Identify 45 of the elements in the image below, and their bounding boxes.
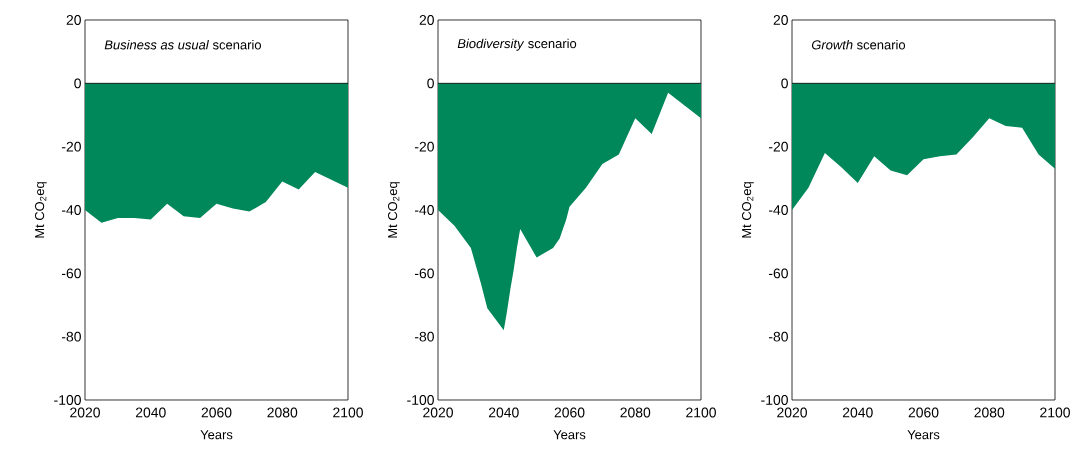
x-tick-label: 2020 [70, 407, 100, 418]
x-tick-label: 2040 [135, 407, 166, 418]
x-tick-label: 2060 [908, 407, 939, 418]
x-tick-label: 2040 [842, 407, 873, 418]
y-tick-label: -20 [768, 141, 788, 152]
y-tick-label: -40 [414, 205, 434, 215]
x-tick-label: 2080 [974, 407, 1005, 418]
x-tick-label: 2100 [686, 407, 716, 418]
y-tick-label: -60 [61, 268, 81, 279]
y-tick-label: 20 [419, 15, 434, 25]
y-tick-label: -80 [61, 331, 81, 342]
y-tick-label: -80 [414, 331, 434, 342]
y-tick-label: 20 [773, 15, 788, 25]
x-tick-label: 2100 [1040, 407, 1070, 418]
x-tick-label: 2020 [777, 407, 807, 418]
x-tick-label: 2020 [423, 407, 453, 418]
y-tick-label: -80 [768, 331, 788, 342]
x-axis-title: Years [200, 430, 233, 440]
y-axis-title: Mt CO$_{2}$eq [742, 182, 754, 238]
y-tick-label: 0 [427, 78, 434, 89]
y-axis-title: Mt CO$_{2}$eq [35, 182, 47, 238]
y-tick-label: 0 [781, 78, 788, 89]
y-tick-label: 20 [66, 15, 81, 25]
x-tick-label: 2060 [201, 407, 232, 418]
x-tick-label: 2040 [488, 407, 519, 418]
x-axis-title: Years [907, 430, 940, 440]
y-tick-label: -20 [61, 141, 81, 152]
y-tick-label: -100 [407, 395, 434, 405]
y-tick-label: -40 [768, 205, 788, 215]
text: Business as usual scenario [104, 39, 261, 50]
x-axis-title: Years [553, 430, 586, 440]
y-tick-label: -20 [414, 141, 434, 152]
text: Biodiversity scenario [457, 38, 577, 51]
text: Growth scenario [811, 39, 906, 50]
x-tick-label: 2080 [620, 407, 651, 418]
y-tick-label: -60 [768, 268, 788, 279]
x-tick-label: 2080 [267, 407, 298, 418]
y-tick-label: -100 [54, 395, 81, 405]
y-axis-title: Mt CO$_{2}$eq [388, 182, 400, 238]
y-tick-label: -40 [61, 205, 81, 215]
x-tick-label: 2060 [554, 407, 585, 418]
x-tick-label: 2100 [333, 407, 363, 418]
y-tick-label: 0 [74, 78, 81, 89]
y-tick-label: -60 [414, 268, 434, 279]
y-tick-label: -100 [761, 395, 788, 405]
